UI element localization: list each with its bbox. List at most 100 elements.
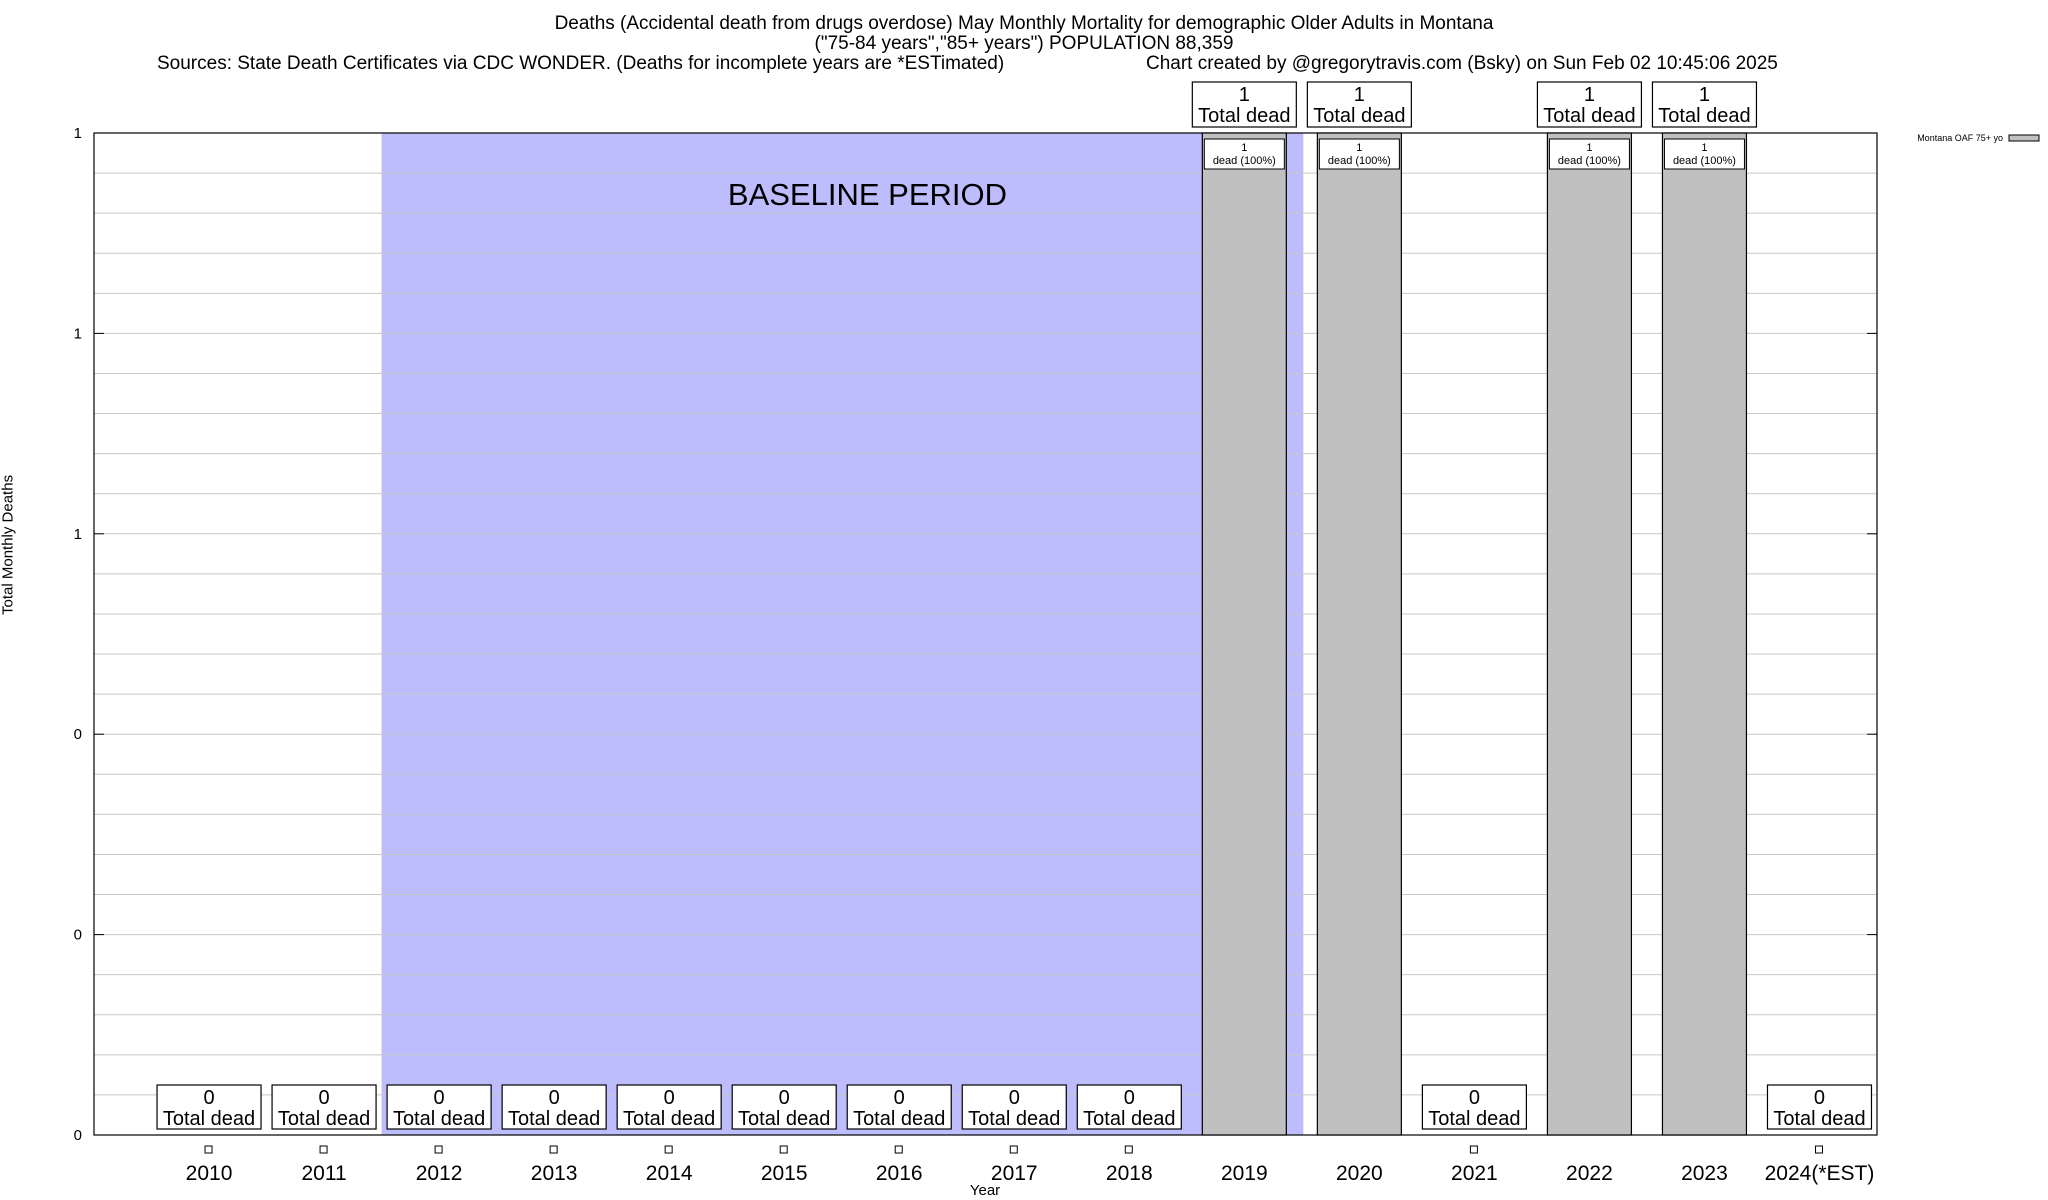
legend-swatch	[2008, 134, 2040, 142]
baseline-period-band	[381, 133, 1304, 1135]
inner-label-box	[1203, 138, 1285, 170]
total-label-count: 1	[1584, 84, 1595, 106]
x-tick-label-2023: 2023	[1681, 1162, 1728, 1185]
zero-marker-2018	[1124, 1145, 1133, 1154]
baseline-period-label: BASELINE PERIOD	[728, 177, 1007, 212]
total-label-count: 0	[664, 1087, 675, 1109]
total-label-box	[1766, 1084, 1873, 1130]
inner-label-pct: dead (100%)	[1558, 155, 1621, 167]
y-tick-label: 0	[74, 927, 82, 944]
y-tick-label: 0	[74, 726, 82, 743]
x-tick-label-2010: 2010	[186, 1162, 233, 1185]
total-label-text: Total dead	[1658, 105, 1750, 127]
chart-credit: Chart created by @gregorytravis.com (Bsk…	[1146, 53, 1778, 74]
total-label-text: Total dead	[853, 1108, 945, 1130]
y-tick-label: 1	[74, 526, 82, 543]
total-label-box	[156, 1084, 262, 1130]
x-tick-label-2018: 2018	[1106, 1162, 1153, 1185]
total-label-count: 0	[1009, 1087, 1020, 1109]
total-label-box	[616, 1084, 722, 1130]
chart-title-line2: ("75-84 years","85+ years") POPULATION 8…	[814, 33, 1234, 54]
y-tick-label: 1	[74, 325, 82, 342]
total-label-text: Total dead	[968, 1108, 1060, 1130]
legend-label: Montana OAF 75+ yo	[1917, 133, 2003, 143]
total-label-count: 0	[1469, 1087, 1480, 1109]
x-tick-label-2024(*EST): 2024(*EST)	[1765, 1162, 1875, 1185]
bar-2023	[1661, 132, 1748, 1136]
total-label-count: 0	[1814, 1087, 1825, 1109]
zero-marker-2011	[319, 1145, 328, 1154]
zero-marker-2024(*EST)	[1814, 1145, 1823, 1154]
y-tick-label: 0	[74, 1127, 82, 1144]
total-label-box	[386, 1084, 492, 1130]
zero-marker-2015	[779, 1145, 788, 1154]
total-label-box	[1306, 81, 1412, 128]
zero-marker-2016	[894, 1145, 903, 1154]
total-label-text: Total dead	[508, 1108, 600, 1130]
x-tick-label-2012: 2012	[416, 1162, 463, 1185]
total-label-count: 1	[1239, 84, 1250, 106]
total-label-text: Total dead	[1773, 1108, 1865, 1130]
plot-frame	[93, 132, 1878, 1136]
total-label-text: Total dead	[1313, 105, 1405, 127]
total-label-count: 1	[1699, 84, 1710, 106]
total-label-box	[1421, 1084, 1527, 1130]
x-tick-label-2022: 2022	[1566, 1162, 1613, 1185]
zero-marker-2012	[434, 1145, 443, 1154]
inner-label-pct: dead (100%)	[1673, 155, 1736, 167]
chart-title-line1: Deaths (Accidental death from drugs over…	[554, 13, 1494, 34]
bar-2022	[1546, 132, 1633, 1136]
total-label-count: 0	[894, 1087, 905, 1109]
total-label-box	[1191, 81, 1297, 128]
total-label-box	[1536, 81, 1643, 128]
zero-marker-2017	[1009, 1145, 1018, 1154]
inner-label-box	[1548, 138, 1630, 170]
total-label-text: Total dead	[1083, 1108, 1175, 1130]
inner-label-count: 1	[1241, 142, 1247, 154]
x-tick-label-2016: 2016	[876, 1162, 923, 1185]
zero-marker-2014	[664, 1145, 673, 1154]
total-label-text: Total dead	[163, 1108, 255, 1130]
bar-2020	[1316, 132, 1402, 1136]
total-label-count: 0	[1124, 1087, 1135, 1109]
total-label-text: Total dead	[1428, 1108, 1520, 1130]
zero-marker-2010	[204, 1145, 213, 1154]
x-tick-label-2017: 2017	[991, 1162, 1038, 1185]
total-label-count: 0	[549, 1087, 560, 1109]
x-tick-label-2013: 2013	[531, 1162, 578, 1185]
total-label-box	[271, 1084, 377, 1130]
total-label-box	[846, 1084, 952, 1130]
x-tick-label-2011: 2011	[301, 1162, 346, 1185]
total-label-box	[1076, 1084, 1182, 1130]
total-label-text: Total dead	[623, 1108, 715, 1130]
total-label-text: Total dead	[1543, 105, 1635, 127]
total-label-box	[501, 1084, 607, 1130]
total-label-box	[731, 1084, 837, 1130]
x-tick-label-2014: 2014	[646, 1162, 693, 1185]
total-label-count: 0	[203, 1087, 214, 1109]
inner-label-count: 1	[1586, 142, 1592, 154]
x-tick-label-2019: 2019	[1221, 1162, 1268, 1185]
inner-label-box	[1663, 138, 1745, 170]
total-label-text: Total dead	[738, 1108, 830, 1130]
zero-marker-2021	[1469, 1145, 1478, 1154]
inner-label-pct: dead (100%)	[1213, 155, 1276, 167]
zero-marker-2013	[549, 1145, 558, 1154]
total-label-text: Total dead	[1198, 105, 1290, 127]
total-label-text: Total dead	[278, 1108, 370, 1130]
inner-label-count: 1	[1701, 142, 1707, 154]
total-label-count: 0	[434, 1087, 445, 1109]
bar-2019	[1201, 132, 1287, 1136]
inner-label-pct: dead (100%)	[1328, 155, 1391, 167]
inner-label-count: 1	[1356, 142, 1362, 154]
total-label-box	[1651, 81, 1758, 128]
x-tick-label-2021: 2021	[1451, 1162, 1498, 1185]
sources-note: Sources: State Death Certificates via CD…	[157, 53, 1005, 74]
total-label-count: 1	[1354, 84, 1365, 106]
x-tick-label-2015: 2015	[761, 1162, 808, 1185]
total-label-count: 0	[319, 1087, 330, 1109]
inner-label-box	[1318, 138, 1400, 170]
x-tick-label-2020: 2020	[1336, 1162, 1383, 1185]
total-label-box	[961, 1084, 1067, 1130]
